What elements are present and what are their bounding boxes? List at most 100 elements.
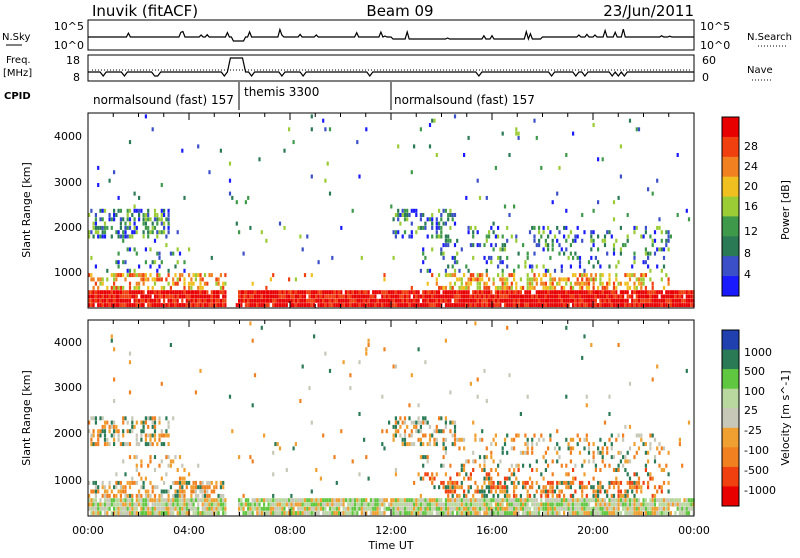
range-gate-cell — [451, 433, 454, 438]
range-gate-cell — [667, 281, 670, 286]
range-gate-cell — [690, 294, 693, 299]
range-gate-cell — [310, 127, 313, 132]
range-gate-cell — [660, 468, 663, 472]
range-gate-cell — [544, 273, 547, 278]
freq-label: Freq. — [6, 55, 31, 66]
range-gate-cell — [115, 429, 118, 434]
range-gate-cell — [101, 416, 104, 421]
range-gate-cell — [510, 234, 513, 239]
range-gate-cell — [556, 506, 559, 511]
freq-unit-label: [MHz] — [3, 68, 32, 79]
range-gate-cell — [526, 290, 529, 295]
range-gate-cell — [281, 498, 284, 503]
range-gate-cell — [592, 123, 595, 127]
range-gate-cell — [135, 303, 138, 308]
range-gate-cell — [631, 480, 634, 485]
range-gate-cell — [97, 506, 100, 511]
range-gate-cell — [224, 506, 227, 511]
range-gate-cell — [138, 208, 141, 213]
range-gate-cell — [631, 273, 634, 278]
range-gate-cell — [447, 264, 450, 269]
range-gate-cell — [490, 298, 493, 303]
range-gate-cell — [515, 485, 518, 490]
range-gate-cell — [103, 489, 107, 494]
range-gate-cell — [438, 290, 441, 295]
range-gate-cell — [435, 502, 438, 507]
range-gate-cell — [153, 420, 157, 425]
range-gate-cell — [431, 476, 434, 481]
range-gate-cell — [449, 502, 452, 507]
range-gate-cell — [294, 502, 297, 507]
range-gate-cell — [431, 506, 434, 511]
range-gate-cell — [669, 234, 672, 239]
range-gate-cell — [90, 506, 93, 511]
nsearch-label: N.Search — [747, 32, 792, 43]
range-gate-cell — [647, 187, 650, 192]
range-gate-cell — [178, 489, 182, 494]
range-gate-cell — [574, 463, 577, 468]
range-gate-cell — [222, 511, 225, 516]
range-gate-cell — [126, 511, 129, 516]
range-gate-cell — [272, 498, 275, 503]
range-gate-cell — [424, 498, 427, 503]
range-gate-cell — [424, 255, 427, 260]
range-gate-cell — [438, 294, 441, 299]
range-gate-cell — [115, 485, 118, 490]
range-gate-cell — [565, 225, 568, 230]
range-gate-cell — [574, 498, 577, 503]
range-gate-cell — [653, 459, 657, 464]
range-gate-cell — [149, 459, 152, 464]
range-gate-cell — [594, 493, 597, 498]
range-gate-cell — [410, 373, 413, 378]
range-gate-cell — [403, 298, 407, 303]
range-gate-cell — [172, 498, 175, 503]
range-gate-cell — [497, 485, 500, 490]
range-gate-cell — [626, 511, 629, 516]
range-gate-cell — [490, 442, 493, 447]
range-gate-cell — [351, 303, 354, 308]
range-gate-cell — [410, 221, 413, 226]
range-gate-cell — [247, 303, 250, 308]
range-gate-cell — [662, 502, 666, 507]
range-gate-cell — [612, 243, 616, 248]
range-gate-cell — [651, 377, 654, 382]
range-gate-cell — [447, 506, 450, 511]
range-gate-cell — [153, 506, 157, 511]
range-gate-cell — [406, 217, 409, 222]
range-gate-cell — [576, 277, 579, 282]
range-gate-cell — [678, 506, 681, 511]
range-gate-cell — [681, 294, 684, 299]
range-gate-cell — [476, 294, 479, 299]
vel-cbar-tick-m1000: -1000 — [744, 484, 776, 497]
range-gate-cell — [160, 290, 163, 295]
range-gate-cell — [142, 290, 145, 295]
range-gate-cell — [181, 506, 184, 511]
range-gate-cell — [383, 446, 386, 451]
range-gate-cell — [333, 502, 336, 507]
range-gate-cell — [608, 511, 611, 516]
range-gate-cell — [592, 208, 595, 213]
range-gate-cell — [524, 442, 527, 447]
range-gate-cell — [399, 506, 402, 511]
range-gate-cell — [499, 255, 502, 260]
range-gate-cell — [563, 506, 566, 511]
range-gate-cell — [217, 493, 220, 498]
range-gate-cell — [140, 493, 143, 498]
range-gate-cell — [510, 294, 513, 299]
range-gate-cell — [669, 294, 672, 299]
range-gate-cell — [381, 394, 384, 399]
range-gate-cell — [283, 511, 286, 516]
range-gate-cell — [383, 294, 386, 299]
range-gate-cell — [497, 472, 500, 477]
range-gate-cell — [324, 294, 327, 299]
range-gate-cell — [469, 506, 472, 511]
range-gate-cell — [442, 480, 445, 485]
range-gate-cell — [151, 127, 154, 132]
range-gate-cell — [633, 260, 636, 265]
range-gate-cell — [185, 502, 188, 507]
range-gate-cell — [531, 446, 534, 451]
range-gate-cell — [515, 493, 518, 498]
range-gate-cell — [519, 294, 522, 299]
range-gate-cell — [285, 468, 288, 472]
range-gate-cell — [88, 502, 91, 507]
